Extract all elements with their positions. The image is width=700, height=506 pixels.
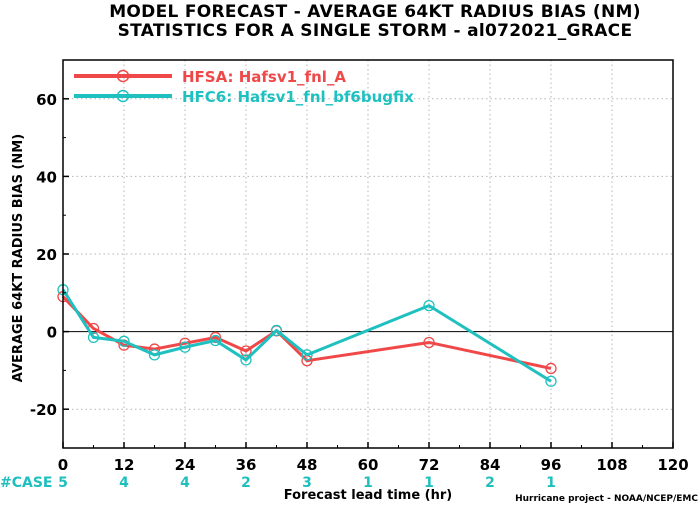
x-tick-label: 48 (297, 456, 318, 474)
data-point (209, 331, 222, 344)
data-point (545, 375, 557, 387)
legend: HFSA: Hafsv1_fnl_A HFC6: Hafsv1_fnl_bf6bu… (74, 68, 414, 106)
grid (63, 60, 673, 448)
case-count: 1 (546, 475, 556, 491)
chart-title: MODEL FORECAST - AVERAGE 64KT RADIUS BIA… (109, 2, 641, 22)
data-point (240, 345, 252, 357)
x-tick-label: 24 (175, 456, 196, 474)
legend-item: HFC6: Hafsv1_fnl_bf6bugfix (74, 88, 414, 106)
series-line (61, 288, 552, 383)
y-tick-label: 40 (36, 168, 57, 186)
legend-marker (116, 69, 130, 83)
x-tick-label: 36 (236, 456, 257, 474)
x-tick-label: 0 (58, 456, 68, 474)
case-count: 2 (241, 475, 251, 491)
x-tick-label: 108 (596, 456, 627, 474)
legend-marker (116, 89, 130, 103)
data-point (270, 324, 283, 337)
y-tick-label: 60 (36, 91, 57, 109)
data-point (118, 335, 130, 347)
legend-label: HFC6: Hafsv1_fnl_bf6bugfix (182, 88, 414, 106)
data-point (423, 299, 435, 312)
legend-item: HFSA: Hafsv1_fnl_A (74, 68, 346, 86)
x-tick-label: 60 (358, 456, 379, 474)
x-tick-label: 84 (480, 456, 501, 474)
x-axis-label: Forecast lead time (hr) (284, 488, 452, 503)
case-count: 2 (485, 475, 495, 491)
credit-text: Hurricane project - NOAA/NCEP/EMC (515, 494, 698, 504)
case-count: 1 (363, 475, 373, 491)
data-point (545, 362, 557, 375)
data-point (301, 349, 313, 361)
y-axis-label: AVERAGE 64KT RADIUS BIAS (NM) (11, 134, 26, 382)
case-count: 4 (119, 475, 129, 491)
case-label: #CASE (0, 475, 53, 491)
series-layer (57, 284, 557, 387)
data-point (87, 331, 100, 344)
case-count: 3 (302, 475, 312, 491)
case-count: 5 (58, 475, 68, 491)
case-counts: 5 4 4 2 3 1 1 2 1 (58, 475, 556, 491)
x-tick-label: 72 (419, 456, 440, 474)
case-count: 1 (424, 475, 434, 491)
data-point (179, 341, 191, 353)
x-tick-label: 96 (541, 456, 562, 474)
y-axis-ticks: -20 0 20 40 60 (30, 59, 69, 449)
y-tick-label: 0 (47, 324, 57, 342)
data-point (209, 334, 222, 347)
x-tick-label: 12 (114, 456, 135, 474)
data-point (148, 349, 161, 361)
chart-subtitle: STATISTICS FOR A SINGLE STORM - al072021… (118, 21, 633, 41)
case-count: 4 (180, 475, 190, 491)
legend-label: HFSA: Hafsv1_fnl_A (182, 68, 346, 86)
data-point (240, 354, 252, 366)
y-tick-label: 20 (36, 246, 57, 264)
x-tick-label: 120 (657, 456, 688, 474)
x-axis-ticks: 0 12 24 36 48 60 72 84 96 108 120 (58, 442, 689, 474)
data-point (423, 336, 435, 349)
y-tick-label: -20 (30, 401, 57, 419)
